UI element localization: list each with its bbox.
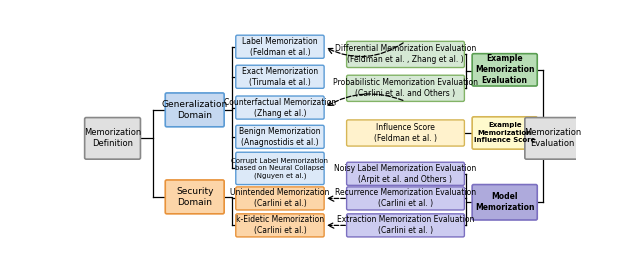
FancyBboxPatch shape xyxy=(347,75,465,101)
Text: Recurrence Memorization Evaluation
(Carlini et al. ): Recurrence Memorization Evaluation (Carl… xyxy=(335,189,476,209)
Text: Example
Memorization
Influence Score: Example Memorization Influence Score xyxy=(474,122,536,144)
Text: Memorization
Definition: Memorization Definition xyxy=(84,128,141,149)
FancyBboxPatch shape xyxy=(236,125,324,149)
Text: Exact Memorization
(Tirumala et al.): Exact Memorization (Tirumala et al.) xyxy=(242,67,318,87)
FancyBboxPatch shape xyxy=(347,120,465,146)
Text: Corrupt Label Memorization
based on Neural Collapse
(Nguyen et al.): Corrupt Label Memorization based on Neur… xyxy=(232,158,328,179)
FancyBboxPatch shape xyxy=(236,187,324,210)
Text: Model
Memorization: Model Memorization xyxy=(475,192,534,212)
FancyBboxPatch shape xyxy=(236,35,324,58)
Text: Influence Score
(Feldman et al. ): Influence Score (Feldman et al. ) xyxy=(374,123,437,143)
FancyBboxPatch shape xyxy=(525,118,580,159)
FancyBboxPatch shape xyxy=(165,180,224,214)
FancyBboxPatch shape xyxy=(347,214,465,237)
FancyBboxPatch shape xyxy=(347,187,465,210)
Text: Security
Domain: Security Domain xyxy=(176,187,214,207)
FancyBboxPatch shape xyxy=(347,162,465,185)
FancyBboxPatch shape xyxy=(472,185,537,220)
Text: Label Memorization
(Feldman et al.): Label Memorization (Feldman et al.) xyxy=(242,37,318,57)
FancyBboxPatch shape xyxy=(236,96,324,119)
FancyBboxPatch shape xyxy=(472,54,537,86)
FancyBboxPatch shape xyxy=(165,93,224,127)
Text: Extraction Memorization Evaluation
(Carlini et al. ): Extraction Memorization Evaluation (Carl… xyxy=(337,215,474,235)
Text: Differential Memorization Evaluation
(Feldman et al. , Zhang et al. ): Differential Memorization Evaluation (Fe… xyxy=(335,44,476,64)
Text: Probabilistic Memorization Evaluation
(Carlini et al. and Others ): Probabilistic Memorization Evaluation (C… xyxy=(333,78,478,98)
Text: Example
Memorization
Evaluation: Example Memorization Evaluation xyxy=(475,54,534,85)
Text: Generalization
Domain: Generalization Domain xyxy=(161,100,228,120)
FancyBboxPatch shape xyxy=(236,65,324,88)
FancyBboxPatch shape xyxy=(236,152,324,185)
Text: Noisy Label Memorization Evaluation
(Arpit et al. and Others ): Noisy Label Memorization Evaluation (Arp… xyxy=(334,164,477,184)
Text: Benign Memorization
(Anagnostidis et al.): Benign Memorization (Anagnostidis et al.… xyxy=(239,127,321,147)
FancyBboxPatch shape xyxy=(347,41,465,67)
Text: Counterfactual Memorization
(Zhang et al.): Counterfactual Memorization (Zhang et al… xyxy=(224,98,336,118)
Text: Memorization
Evaluation: Memorization Evaluation xyxy=(524,128,581,149)
FancyBboxPatch shape xyxy=(84,118,140,159)
FancyBboxPatch shape xyxy=(472,117,537,149)
Text: k-Eidetic Memorization
(Carlini et al.): k-Eidetic Memorization (Carlini et al.) xyxy=(236,215,324,235)
FancyBboxPatch shape xyxy=(236,214,324,237)
Text: Unintended Memorization
(Carlini et al.): Unintended Memorization (Carlini et al.) xyxy=(230,189,330,209)
